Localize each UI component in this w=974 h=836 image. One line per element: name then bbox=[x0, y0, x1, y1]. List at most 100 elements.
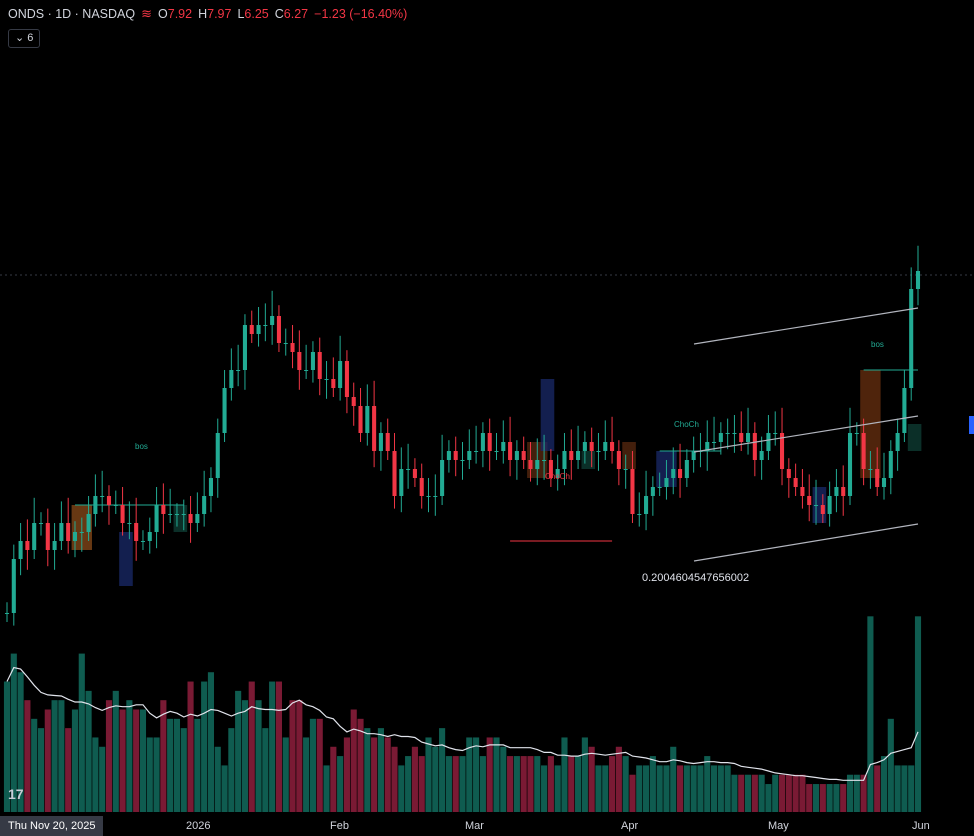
candle-body bbox=[501, 442, 506, 451]
volume-bar bbox=[792, 774, 799, 812]
candle-body bbox=[467, 451, 472, 460]
volume-bar bbox=[908, 765, 915, 812]
candle-body bbox=[779, 433, 785, 469]
indicators-toggle-button[interactable]: ⌄ 6 bbox=[8, 29, 41, 48]
candle-body bbox=[38, 523, 44, 524]
candle-body bbox=[623, 469, 628, 470]
candle-body bbox=[236, 370, 241, 371]
volume-bar bbox=[343, 737, 350, 812]
candle-body bbox=[25, 541, 30, 550]
volume-bar bbox=[676, 765, 684, 812]
volume-bar bbox=[58, 700, 65, 812]
volume-bar bbox=[411, 746, 418, 812]
bos-label-2: bos bbox=[871, 340, 884, 349]
candle-body bbox=[637, 514, 642, 515]
candle-body bbox=[59, 523, 64, 541]
order-block-2 bbox=[173, 505, 188, 532]
volume-bar bbox=[670, 746, 677, 812]
candle-body bbox=[52, 541, 57, 550]
candle-body bbox=[66, 523, 71, 541]
high-label: H bbox=[198, 7, 208, 21]
volume-bar bbox=[595, 765, 602, 812]
candle-body bbox=[446, 451, 451, 460]
candle-body bbox=[297, 352, 302, 370]
volume-bar bbox=[235, 690, 242, 812]
candle-body bbox=[528, 460, 533, 469]
candle-body bbox=[100, 496, 105, 497]
open-value: 7.92 bbox=[167, 7, 193, 21]
candle-body bbox=[718, 433, 723, 442]
volume-bar bbox=[459, 756, 466, 812]
candle-body bbox=[365, 406, 370, 433]
price-axis-marker[interactable] bbox=[969, 416, 974, 434]
volume-bar bbox=[717, 765, 724, 812]
symbol-label[interactable]: ONDS · 1D · NASDAQ bbox=[8, 7, 136, 21]
candle-body bbox=[18, 541, 23, 559]
candle-body bbox=[358, 406, 363, 433]
candle-body bbox=[861, 433, 866, 469]
volume-bar bbox=[541, 765, 548, 812]
volume-bar bbox=[513, 756, 520, 812]
high-value: 7.97 bbox=[207, 7, 232, 21]
candle-body bbox=[195, 514, 200, 523]
volume-bar bbox=[350, 709, 357, 812]
x-label-mar: Mar bbox=[465, 820, 484, 832]
volume-bar bbox=[296, 700, 303, 812]
candle-body bbox=[834, 487, 839, 496]
volume-bar bbox=[609, 756, 616, 812]
candle-body bbox=[868, 469, 873, 470]
candle-body bbox=[338, 361, 343, 388]
candle-body bbox=[174, 514, 180, 515]
volume-bar bbox=[439, 728, 446, 812]
candle-body bbox=[222, 388, 227, 433]
volume-bar bbox=[65, 728, 72, 812]
volume-bar bbox=[507, 756, 514, 812]
volume-bar bbox=[772, 774, 779, 812]
volume-bar bbox=[37, 728, 45, 812]
volume-bar bbox=[826, 784, 833, 812]
volume-bar bbox=[656, 765, 663, 812]
volume-bar bbox=[133, 709, 140, 812]
volume-bar bbox=[853, 774, 860, 812]
candle-body bbox=[72, 532, 78, 541]
candle-body bbox=[290, 343, 295, 352]
channel-mid-line bbox=[693, 415, 919, 453]
volume-bars bbox=[3, 616, 922, 812]
volume-bar bbox=[690, 765, 697, 812]
candle-body bbox=[406, 469, 411, 470]
candle-body bbox=[494, 451, 499, 452]
order-block-10 bbox=[907, 424, 922, 451]
volume-bar bbox=[432, 746, 439, 812]
candle-body bbox=[847, 433, 853, 496]
volume-bar bbox=[391, 746, 398, 812]
volume-bar bbox=[744, 774, 752, 812]
candle-body bbox=[752, 433, 757, 460]
tradingview-logo-icon[interactable]: 17 bbox=[8, 786, 24, 802]
volume-bar bbox=[581, 737, 588, 812]
volume-bar bbox=[112, 690, 119, 812]
volume-bar bbox=[85, 690, 92, 812]
volume-bar bbox=[452, 756, 459, 812]
volume-bar bbox=[799, 774, 806, 812]
volume-bar bbox=[840, 784, 847, 812]
candle-body bbox=[140, 541, 146, 542]
volume-bar bbox=[683, 765, 690, 812]
candle-body bbox=[739, 433, 744, 442]
candle-body bbox=[576, 451, 581, 460]
volume-bar bbox=[751, 774, 758, 812]
volume-bar bbox=[248, 681, 255, 812]
candle-body bbox=[759, 451, 764, 460]
candle-body bbox=[678, 469, 683, 478]
candle-body bbox=[902, 388, 907, 433]
candle-body bbox=[813, 505, 819, 506]
volume-bar bbox=[425, 737, 432, 812]
volume-bar bbox=[731, 774, 738, 812]
candle-body bbox=[841, 487, 846, 496]
regression-channel bbox=[693, 307, 919, 562]
volume-bar bbox=[778, 774, 786, 812]
candle-body bbox=[915, 271, 921, 289]
candle-body bbox=[555, 469, 560, 478]
volume-bar bbox=[738, 774, 745, 812]
volume-bar bbox=[724, 765, 731, 812]
